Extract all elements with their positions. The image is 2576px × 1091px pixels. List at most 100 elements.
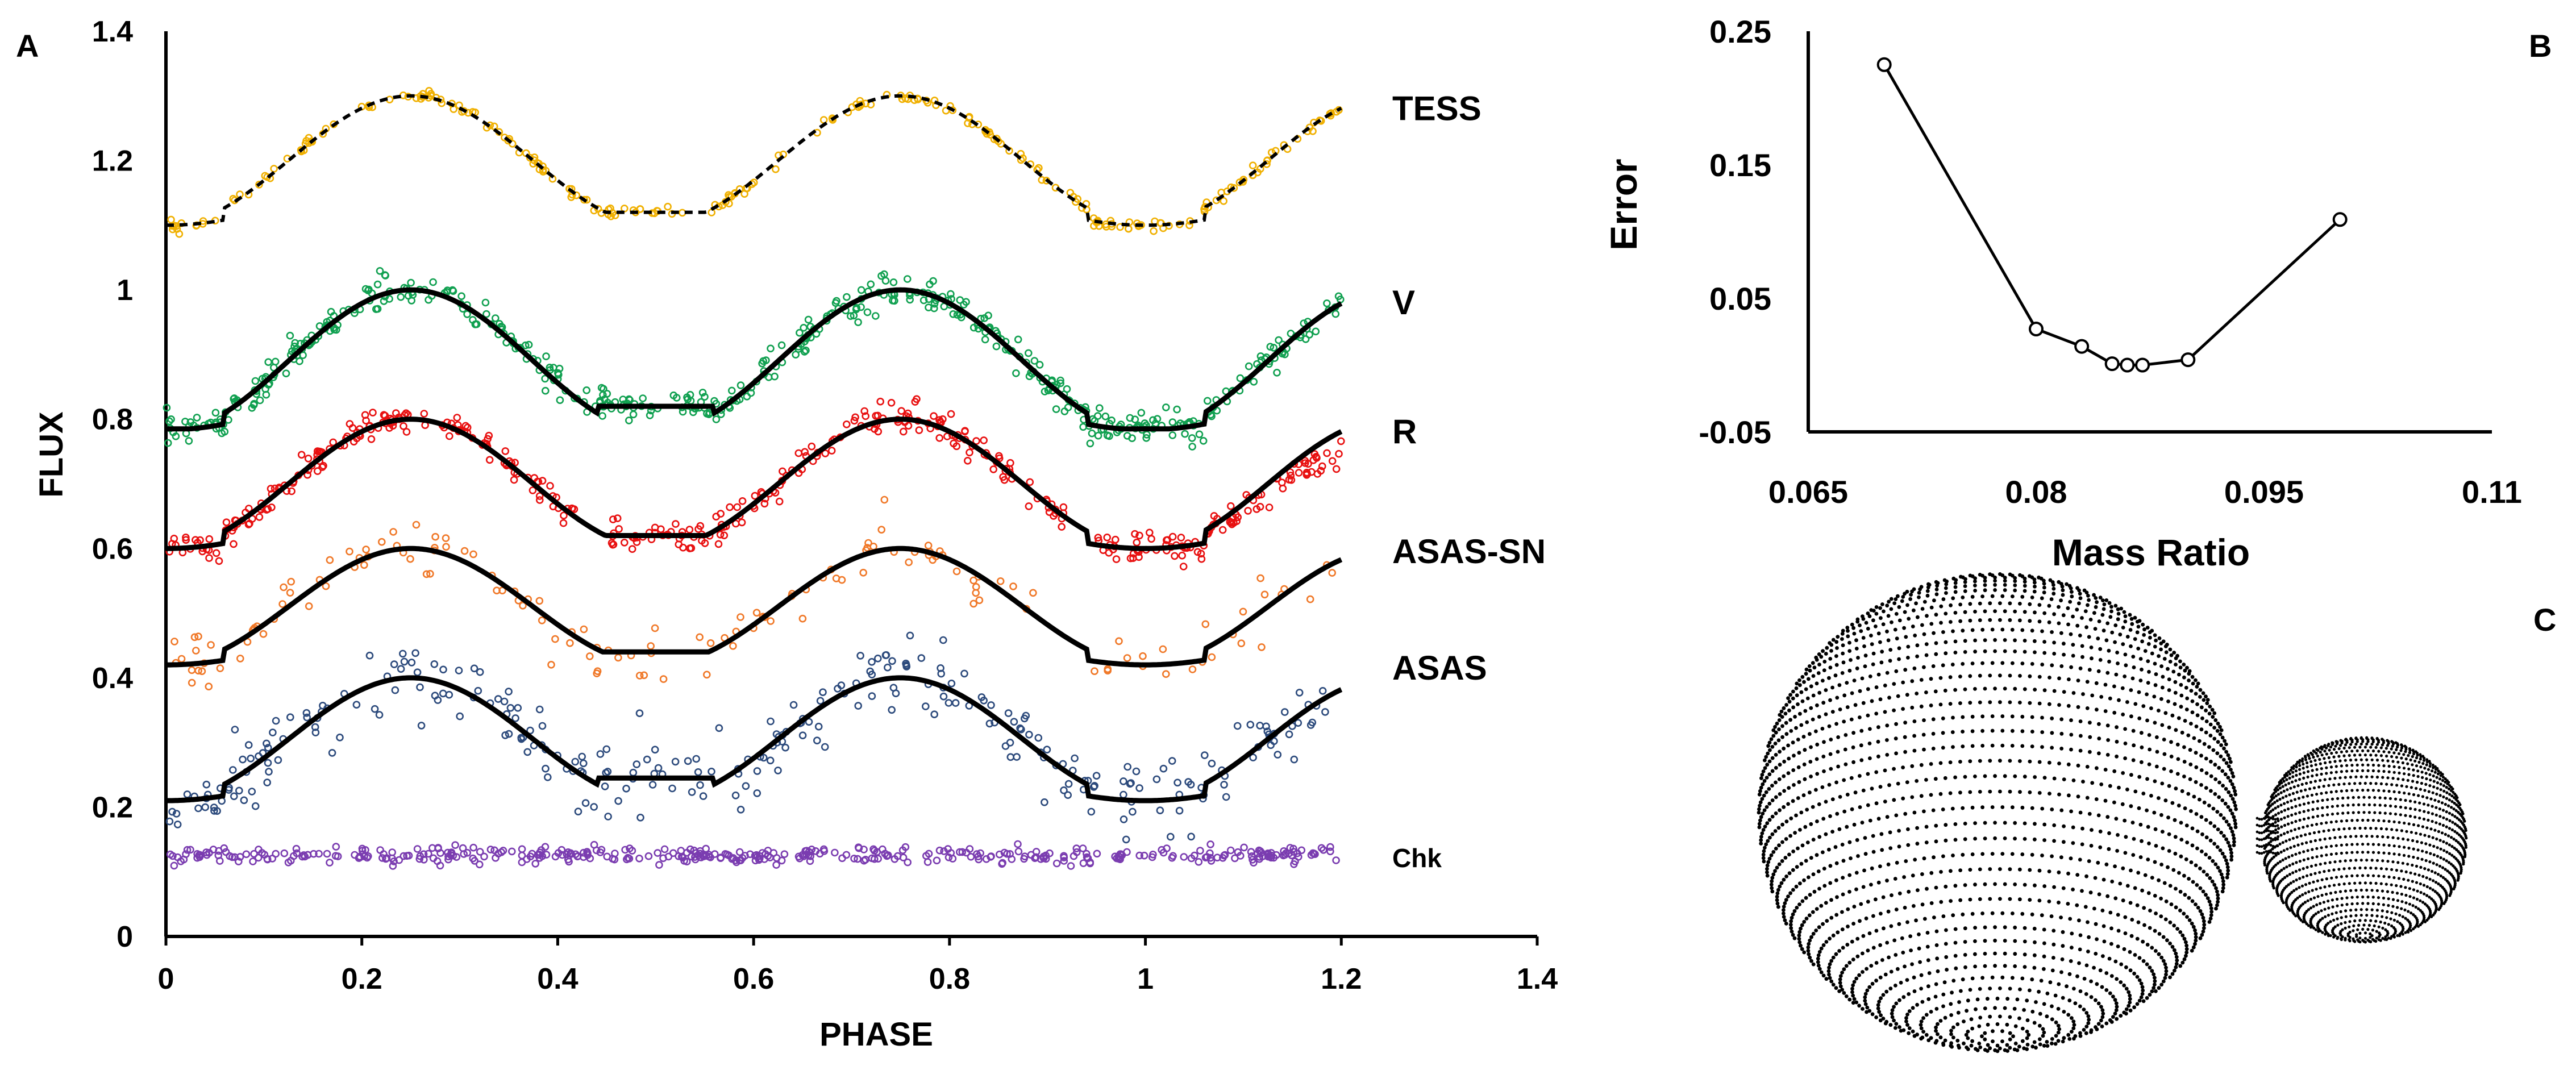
- surface-dot: [2412, 752, 2416, 756]
- surface-dot: [1925, 593, 1930, 598]
- data-point: [1004, 709, 1013, 717]
- surface-dot: [1863, 998, 1867, 1003]
- surface-dot: [2219, 830, 2224, 835]
- surface-dot: [1894, 722, 1899, 726]
- surface-dot: [2228, 844, 2232, 848]
- data-point: [648, 781, 657, 789]
- surface-dot: [2159, 955, 2164, 960]
- data-point: [755, 856, 763, 864]
- surface-dot: [1919, 986, 1924, 991]
- surface-dot: [1845, 681, 1849, 685]
- surface-dot: [1876, 1006, 1880, 1011]
- surface-dot: [2455, 803, 2458, 807]
- surface-dot: [2205, 698, 2210, 702]
- surface-dot: [1843, 762, 1848, 767]
- panel-b-ylabel: Error: [1603, 159, 1645, 250]
- data-point: [407, 659, 416, 667]
- surface-dot: [2003, 836, 2007, 840]
- data-point: [1101, 412, 1110, 420]
- surface-dot: [2442, 784, 2445, 788]
- surface-dot: [2208, 876, 2212, 880]
- surface-dot: [1905, 603, 1909, 607]
- surface-dot: [1759, 835, 1763, 839]
- surface-dot: [2038, 1042, 2042, 1047]
- surface-dot: [2212, 736, 2217, 741]
- surface-dot: [2000, 852, 2005, 856]
- surface-dot: [2116, 944, 2120, 948]
- surface-dot: [2422, 802, 2426, 806]
- surface-dot: [2008, 601, 2012, 606]
- surface-dot: [2042, 954, 2046, 959]
- surface-dot: [2155, 749, 2159, 754]
- data-point: [694, 768, 702, 776]
- surface-dot: [1948, 702, 1953, 706]
- surface-dot: [1770, 744, 1775, 749]
- surface-dot: [1991, 1039, 1995, 1043]
- surface-dot: [2284, 783, 2287, 786]
- data-point: [259, 630, 268, 638]
- data-point: [1025, 731, 1033, 739]
- surface-dot: [2022, 1046, 2026, 1051]
- surface-dot: [2221, 882, 2226, 887]
- data-point: [602, 745, 611, 753]
- surface-dot: [1998, 673, 2002, 678]
- data-point: [165, 817, 174, 826]
- surface-dot: [2327, 784, 2331, 787]
- surface-dot: [1804, 917, 1809, 921]
- surface-dot: [1881, 993, 1886, 997]
- surface-dot: [2030, 852, 2034, 857]
- surface-dot: [1821, 701, 1826, 705]
- surface-dot: [1757, 792, 1762, 797]
- surface-dot: [2042, 967, 2046, 971]
- surface-dot: [1903, 964, 1907, 969]
- surface-dot: [1815, 742, 1820, 747]
- surface-dot: [1895, 860, 1899, 865]
- surface-dot: [1794, 813, 1798, 818]
- surface-dot: [1978, 601, 1982, 606]
- surface-dot: [2350, 740, 2354, 744]
- surface-dot: [1866, 611, 1870, 615]
- data-point: [898, 846, 907, 855]
- data-point: [651, 624, 659, 632]
- data-point: [863, 308, 872, 317]
- surface-dot: [1944, 955, 1949, 959]
- surface-dot: [1831, 982, 1836, 987]
- surface-dot: [2301, 757, 2304, 761]
- surface-dot: [1796, 702, 1800, 706]
- data-point: [263, 778, 272, 786]
- surface-dot: [1941, 716, 1945, 721]
- surface-dot: [2003, 964, 2007, 968]
- data-point: [1297, 846, 1306, 855]
- surface-dot: [2348, 746, 2351, 749]
- surface-dot: [1765, 821, 1770, 826]
- surface-dot: [1925, 614, 1929, 618]
- surface-dot: [2163, 962, 2167, 967]
- data-point: [249, 401, 258, 409]
- data-point: [888, 657, 896, 665]
- surface-dot: [1820, 785, 1825, 789]
- surface-dot: [1758, 789, 1762, 793]
- data-point: [546, 482, 554, 490]
- data-point: [804, 315, 813, 324]
- surface-dot: [2223, 801, 2228, 806]
- surface-dot: [1847, 840, 1852, 844]
- data-point: [1287, 476, 1296, 484]
- surface-dot: [1993, 686, 1997, 691]
- surface-dot: [2298, 778, 2302, 781]
- data-point: [1185, 221, 1193, 230]
- surface-dot: [1918, 960, 1922, 964]
- data-point: [391, 686, 399, 694]
- surface-dot: [2166, 699, 2170, 703]
- data-point: [808, 442, 816, 451]
- surface-dot: [2198, 797, 2202, 802]
- surface-dot: [2020, 661, 2025, 665]
- data-point: [1064, 780, 1073, 788]
- surface-dot: [1802, 762, 1807, 767]
- data-point: [690, 846, 698, 855]
- surface-dot: [2162, 657, 2167, 661]
- surface-dot: [1907, 992, 1911, 996]
- data-point: [738, 497, 747, 505]
- surface-dot: [1856, 854, 1860, 858]
- data-point: [287, 577, 296, 586]
- surface-dot: [2212, 842, 2217, 846]
